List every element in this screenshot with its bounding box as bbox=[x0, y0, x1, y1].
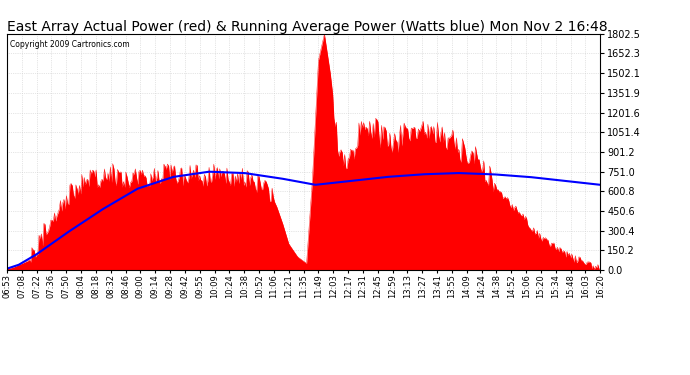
Text: East Array Actual Power (red) & Running Average Power (Watts blue) Mon Nov 2 16:: East Array Actual Power (red) & Running … bbox=[7, 20, 607, 34]
Text: Copyright 2009 Cartronics.com: Copyright 2009 Cartronics.com bbox=[10, 40, 130, 49]
